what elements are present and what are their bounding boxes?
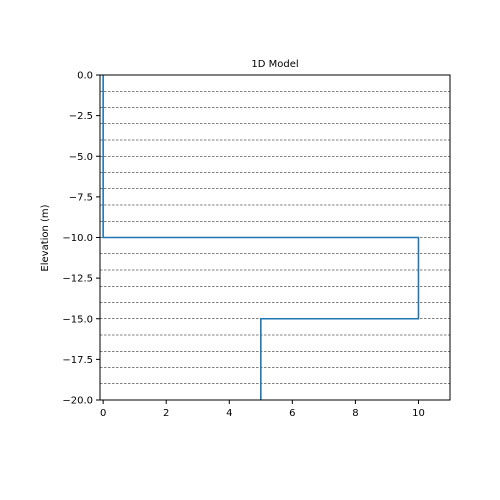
x-tick-label: 6: [289, 408, 295, 419]
y-axis-label: Elevation (m): [40, 204, 51, 271]
x-tick-label: 0: [100, 408, 106, 419]
x-tick-label: 8: [352, 408, 358, 419]
y-tick-label: −12.5: [62, 274, 93, 285]
x-tick-label: 4: [226, 408, 232, 419]
y-axis-ticks: 0.0 −2.5 −5.0 −7.5 −10.0 −12.5 −15.0 −17.5 −20.0: [62, 71, 100, 407]
y-tick-label: −7.5: [69, 192, 93, 203]
y-tick-label: −2.5: [69, 111, 93, 122]
x-tick-label: 10: [412, 408, 425, 419]
chart-title: 1D Model: [251, 59, 298, 70]
y-tick-label: −10.0: [62, 233, 93, 244]
y-tick-label: 0.0: [77, 71, 93, 82]
x-axis-ticks: 0 2 4 6 8 10: [100, 400, 425, 419]
y-tick-label: −20.0: [62, 396, 93, 407]
y-tick-label: −15.0: [62, 314, 93, 325]
y-tick-label: −5.0: [69, 152, 93, 163]
x-tick-label: 2: [163, 408, 169, 419]
y-tick-label: −17.5: [62, 355, 93, 366]
